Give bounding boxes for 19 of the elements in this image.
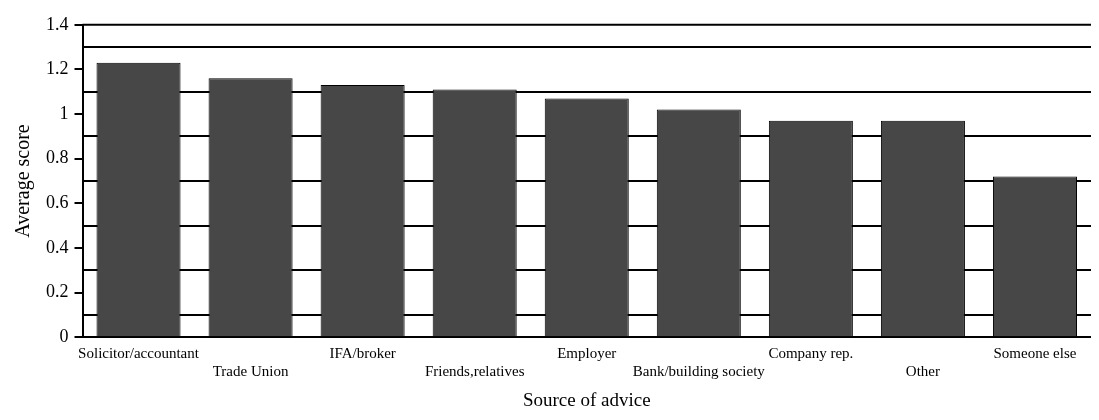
y-tick-label: 0.2	[46, 281, 69, 302]
x-tick-label: Bank/building society	[632, 363, 766, 380]
y-tick-label: 1	[59, 102, 69, 123]
x-axis-title: Source of advice	[522, 388, 651, 410]
x-tick-label: Employer	[557, 345, 617, 362]
y-tick-label: 0.8	[46, 147, 69, 168]
y-axis-title: Average score	[11, 124, 35, 238]
y-tick-label: 0.4	[46, 236, 69, 257]
x-tick-label: Trade Union	[212, 363, 289, 380]
x-tick-label: Someone else	[993, 345, 1077, 362]
y-tick-label: 0.6	[46, 192, 69, 213]
x-tick-label: Other	[905, 363, 940, 380]
y-tick-label: 0	[59, 325, 69, 346]
y-tick-label: 1.2	[46, 58, 69, 79]
y-tick-label: 1.4	[46, 13, 69, 34]
x-tick-label: Friends,relatives	[424, 363, 525, 380]
x-tick-label: Solicitor/accountant	[78, 345, 200, 362]
x-tick-label: Company rep.	[768, 345, 854, 362]
x-tick-label: IFA/broker	[329, 345, 396, 362]
